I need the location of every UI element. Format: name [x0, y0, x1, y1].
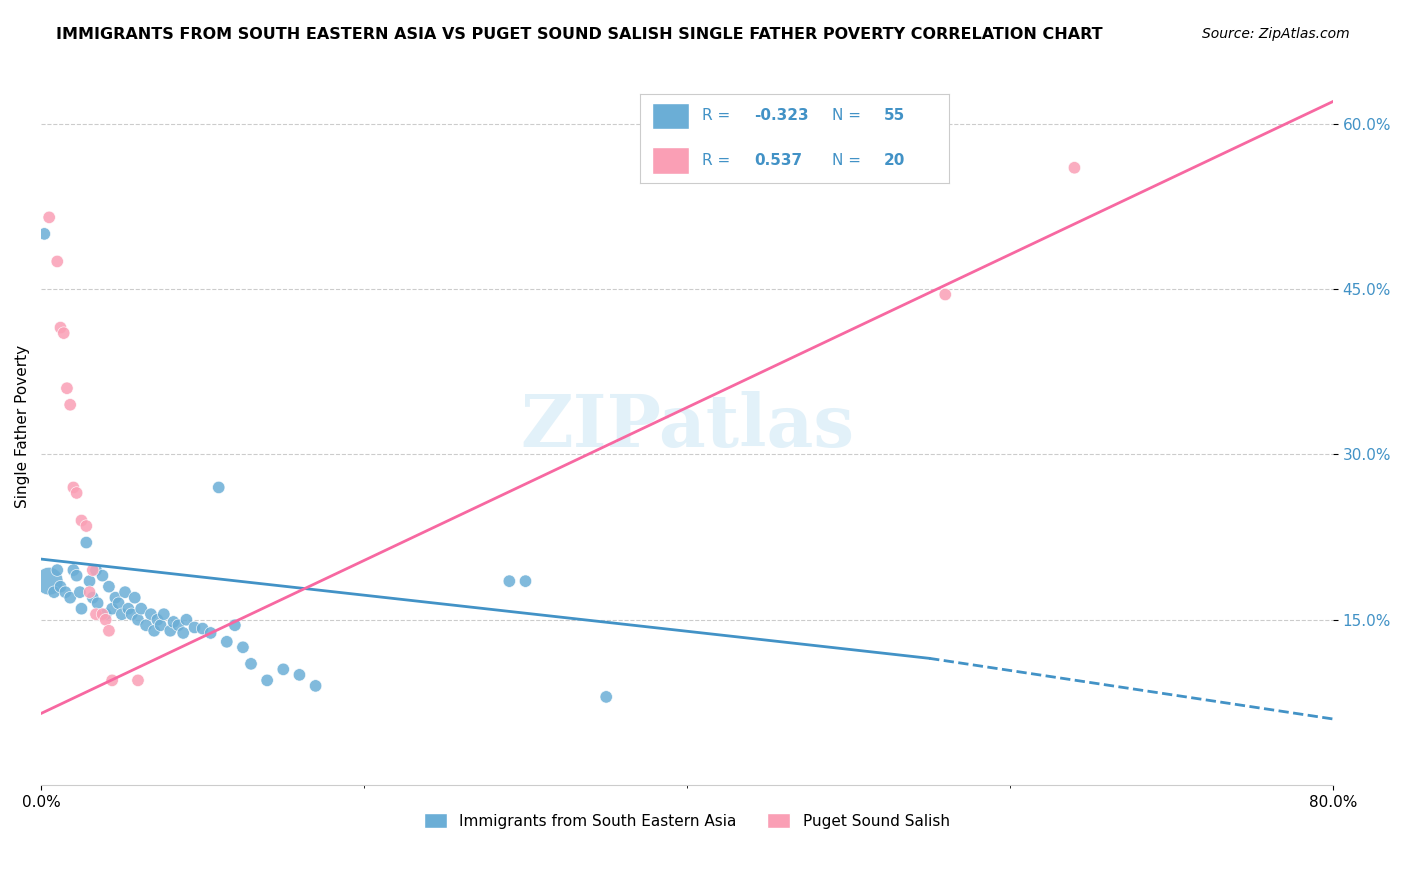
Point	[46, 563, 69, 577]
Point	[208, 480, 231, 494]
Point	[49, 580, 72, 594]
Point	[46, 254, 69, 268]
Point	[94, 607, 117, 622]
Point	[104, 591, 127, 605]
Legend: Immigrants from South Eastern Asia, Puget Sound Salish: Immigrants from South Eastern Asia, Puge…	[418, 806, 956, 835]
Point	[75, 519, 97, 533]
Text: 55: 55	[884, 109, 905, 123]
Point	[232, 640, 254, 655]
Point	[59, 398, 82, 412]
Point	[79, 585, 101, 599]
Point	[146, 613, 169, 627]
Point	[934, 287, 956, 301]
Point	[62, 480, 84, 494]
Point	[101, 673, 124, 688]
Point	[127, 673, 149, 688]
Point	[595, 690, 617, 704]
Bar	[652, 103, 689, 129]
Point	[121, 607, 143, 622]
Y-axis label: Single Father Poverty: Single Father Poverty	[15, 345, 30, 508]
Point	[79, 574, 101, 589]
Text: Source: ZipAtlas.com: Source: ZipAtlas.com	[1202, 27, 1350, 41]
Point	[75, 535, 97, 549]
Text: IMMIGRANTS FROM SOUTH EASTERN ASIA VS PUGET SOUND SALISH SINGLE FATHER POVERTY C: IMMIGRANTS FROM SOUTH EASTERN ASIA VS PU…	[56, 27, 1102, 42]
Point	[271, 662, 294, 676]
Text: N =: N =	[831, 109, 865, 123]
Point	[38, 211, 60, 225]
Point	[42, 585, 65, 599]
Point	[135, 618, 157, 632]
Point	[70, 514, 93, 528]
Point	[127, 613, 149, 627]
Point	[111, 607, 134, 622]
Point	[82, 563, 104, 577]
Point	[224, 618, 246, 632]
Text: -0.323: -0.323	[754, 109, 808, 123]
Point	[498, 574, 520, 589]
Point	[143, 624, 166, 638]
Point	[101, 601, 124, 615]
Point	[66, 568, 89, 582]
Point	[183, 620, 205, 634]
Text: N =: N =	[831, 153, 865, 168]
Point	[191, 622, 214, 636]
Bar	[652, 147, 689, 174]
Text: 0.537: 0.537	[754, 153, 803, 168]
Point	[167, 618, 190, 632]
Point	[84, 563, 107, 577]
Point	[97, 624, 120, 638]
Point	[159, 624, 181, 638]
Point	[515, 574, 537, 589]
Point	[84, 607, 107, 622]
Text: ZIPatlas: ZIPatlas	[520, 392, 853, 462]
Point	[66, 486, 89, 500]
Text: R =: R =	[702, 153, 735, 168]
Point	[49, 320, 72, 334]
Point	[91, 568, 114, 582]
Point	[256, 673, 278, 688]
Point	[59, 591, 82, 605]
Point	[172, 626, 194, 640]
Point	[52, 326, 75, 340]
Point	[200, 626, 222, 640]
Point	[1063, 161, 1085, 175]
Point	[69, 585, 91, 599]
Point	[153, 607, 176, 622]
Point	[215, 634, 238, 648]
Point	[149, 618, 172, 632]
Point	[114, 585, 136, 599]
Point	[107, 596, 129, 610]
Point	[56, 381, 79, 395]
Point	[86, 596, 108, 610]
Point	[304, 679, 326, 693]
Point	[139, 607, 162, 622]
Text: 20: 20	[884, 153, 905, 168]
Point	[124, 591, 146, 605]
Point	[129, 601, 152, 615]
Point	[94, 613, 117, 627]
Point	[53, 585, 76, 599]
Point	[97, 580, 120, 594]
Point	[91, 607, 114, 622]
Point	[34, 227, 56, 241]
Point	[117, 601, 139, 615]
Text: R =: R =	[702, 109, 735, 123]
Point	[162, 615, 184, 629]
Point	[82, 591, 104, 605]
Point	[176, 613, 198, 627]
Point	[288, 668, 311, 682]
Point	[62, 563, 84, 577]
Point	[70, 601, 93, 615]
Point	[240, 657, 263, 671]
Point	[38, 574, 60, 589]
